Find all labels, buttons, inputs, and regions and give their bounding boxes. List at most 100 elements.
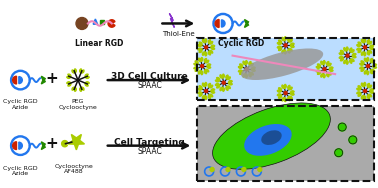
Wedge shape — [367, 94, 372, 99]
Text: Thiol-Ene: Thiol-Ene — [162, 31, 195, 37]
Wedge shape — [194, 67, 198, 71]
Wedge shape — [19, 142, 22, 149]
Circle shape — [245, 68, 248, 71]
Wedge shape — [370, 45, 374, 49]
Wedge shape — [361, 52, 366, 56]
Wedge shape — [249, 72, 253, 77]
Wedge shape — [243, 74, 247, 78]
Circle shape — [364, 89, 367, 92]
Text: Cyclic RGD
Azide: Cyclic RGD Azide — [3, 165, 38, 176]
Wedge shape — [321, 74, 325, 78]
Wedge shape — [282, 50, 286, 54]
Ellipse shape — [212, 103, 330, 169]
FancyBboxPatch shape — [197, 38, 374, 100]
Wedge shape — [12, 76, 17, 84]
Wedge shape — [370, 89, 374, 93]
Wedge shape — [226, 75, 230, 80]
Circle shape — [204, 89, 208, 92]
Wedge shape — [327, 61, 331, 66]
Wedge shape — [215, 20, 219, 27]
Wedge shape — [215, 83, 220, 88]
Wedge shape — [329, 67, 333, 71]
Circle shape — [201, 65, 204, 67]
Wedge shape — [350, 59, 354, 63]
Circle shape — [335, 149, 342, 157]
Wedge shape — [367, 83, 372, 88]
Wedge shape — [208, 83, 213, 88]
Circle shape — [367, 65, 370, 67]
Polygon shape — [41, 142, 45, 149]
Circle shape — [222, 81, 225, 84]
Text: PEG
Cyclooctyne: PEG Cyclooctyne — [59, 99, 98, 110]
Wedge shape — [361, 39, 366, 43]
Wedge shape — [282, 84, 286, 88]
Circle shape — [204, 46, 208, 49]
Wedge shape — [80, 69, 84, 73]
Wedge shape — [327, 72, 331, 77]
Wedge shape — [350, 48, 354, 52]
Wedge shape — [226, 86, 230, 90]
Wedge shape — [277, 40, 282, 45]
Circle shape — [76, 17, 88, 30]
Wedge shape — [288, 85, 292, 90]
Circle shape — [226, 168, 230, 171]
Polygon shape — [245, 20, 248, 27]
Wedge shape — [204, 69, 209, 74]
Wedge shape — [360, 67, 364, 71]
Wedge shape — [198, 71, 203, 75]
Wedge shape — [202, 82, 207, 86]
Wedge shape — [364, 57, 369, 61]
Text: +: + — [46, 136, 59, 151]
Wedge shape — [288, 38, 292, 42]
Wedge shape — [352, 53, 356, 58]
Circle shape — [346, 54, 349, 57]
Wedge shape — [194, 61, 198, 65]
Circle shape — [364, 46, 367, 49]
Ellipse shape — [241, 49, 323, 80]
Wedge shape — [357, 92, 361, 96]
Wedge shape — [80, 87, 84, 91]
Wedge shape — [316, 70, 321, 74]
Wedge shape — [357, 42, 361, 46]
Wedge shape — [202, 39, 207, 43]
Circle shape — [284, 44, 287, 47]
Wedge shape — [198, 92, 202, 96]
Wedge shape — [202, 52, 207, 56]
Text: +: + — [46, 71, 59, 86]
Wedge shape — [215, 77, 220, 82]
Wedge shape — [67, 74, 71, 78]
Wedge shape — [321, 60, 325, 64]
Text: Cell Targeting: Cell Targeting — [114, 138, 185, 147]
Circle shape — [349, 136, 357, 144]
Wedge shape — [367, 51, 372, 55]
Wedge shape — [282, 98, 286, 102]
Wedge shape — [220, 87, 225, 91]
Wedge shape — [198, 42, 202, 46]
Wedge shape — [370, 58, 375, 63]
Wedge shape — [239, 70, 243, 74]
Wedge shape — [12, 142, 17, 149]
Wedge shape — [339, 50, 344, 55]
Wedge shape — [243, 60, 247, 64]
Wedge shape — [208, 94, 213, 99]
Wedge shape — [277, 88, 282, 92]
Wedge shape — [19, 77, 22, 84]
Polygon shape — [68, 134, 84, 150]
Circle shape — [338, 123, 346, 131]
Circle shape — [323, 68, 326, 71]
Wedge shape — [108, 20, 115, 27]
Wedge shape — [222, 20, 225, 27]
Text: Cyclic RGD: Cyclic RGD — [218, 39, 264, 48]
Text: Cyclooctyne
AF488: Cyclooctyne AF488 — [55, 164, 93, 174]
Text: SPAAC: SPAAC — [137, 147, 162, 156]
Wedge shape — [249, 61, 253, 66]
Circle shape — [242, 168, 246, 171]
Wedge shape — [288, 49, 292, 53]
Wedge shape — [373, 64, 377, 68]
Wedge shape — [204, 58, 209, 63]
Wedge shape — [290, 43, 294, 48]
Wedge shape — [367, 40, 372, 44]
Wedge shape — [220, 74, 225, 78]
Text: SPAAC: SPAAC — [137, 81, 162, 90]
Wedge shape — [357, 48, 361, 52]
